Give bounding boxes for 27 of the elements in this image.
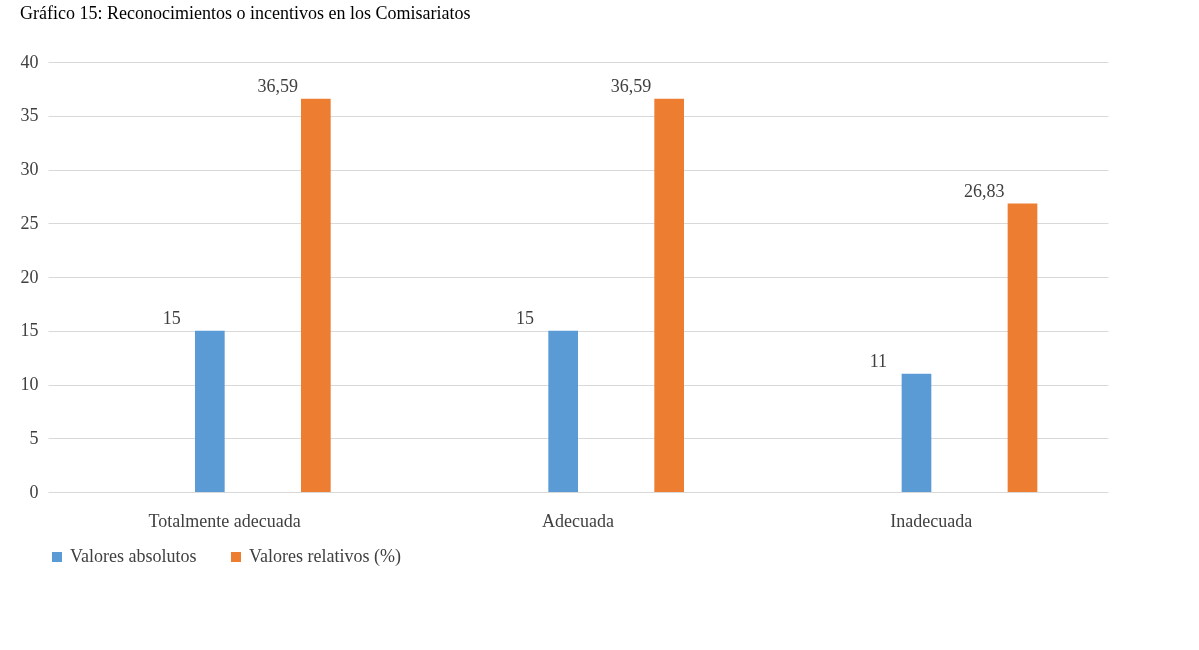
x-tick-label: Adecuada (542, 510, 614, 531)
legend-label: Valores absolutos (70, 546, 197, 566)
text: 11 (869, 350, 888, 371)
text: 36,59 (610, 75, 652, 96)
y-tick-label: 30 (20, 159, 39, 179)
y-tick-label: 35 (20, 105, 39, 126)
bar (548, 330, 578, 492)
y-tick-label: 40 (20, 51, 39, 72)
legend-label: Valores relativos (%) (249, 546, 401, 567)
text: 36,59 (257, 75, 298, 96)
bar (300, 98, 331, 492)
y-tick-label: 0 (29, 481, 39, 502)
text: 26,83 (964, 180, 1005, 201)
bar (654, 98, 684, 492)
bar (194, 330, 225, 492)
y-tick-label: 5 (29, 427, 39, 448)
y-tick-label: 10 (20, 374, 39, 394)
bar (1007, 203, 1038, 492)
chart-title: Gráfico 15: Reconocimientos o incentivos en los Comisariatos (20, 3, 471, 23)
y-tick-label: 25 (20, 212, 39, 233)
y-tick-label: 15 (20, 320, 39, 341)
x-tick-label: Inadecuada (890, 510, 973, 531)
text: 15 (516, 307, 534, 328)
text: 15 (162, 307, 181, 328)
y-tick-label: 20 (20, 266, 39, 287)
x-tick-label: Totalmente adecuada (148, 510, 301, 531)
bar (901, 373, 932, 492)
